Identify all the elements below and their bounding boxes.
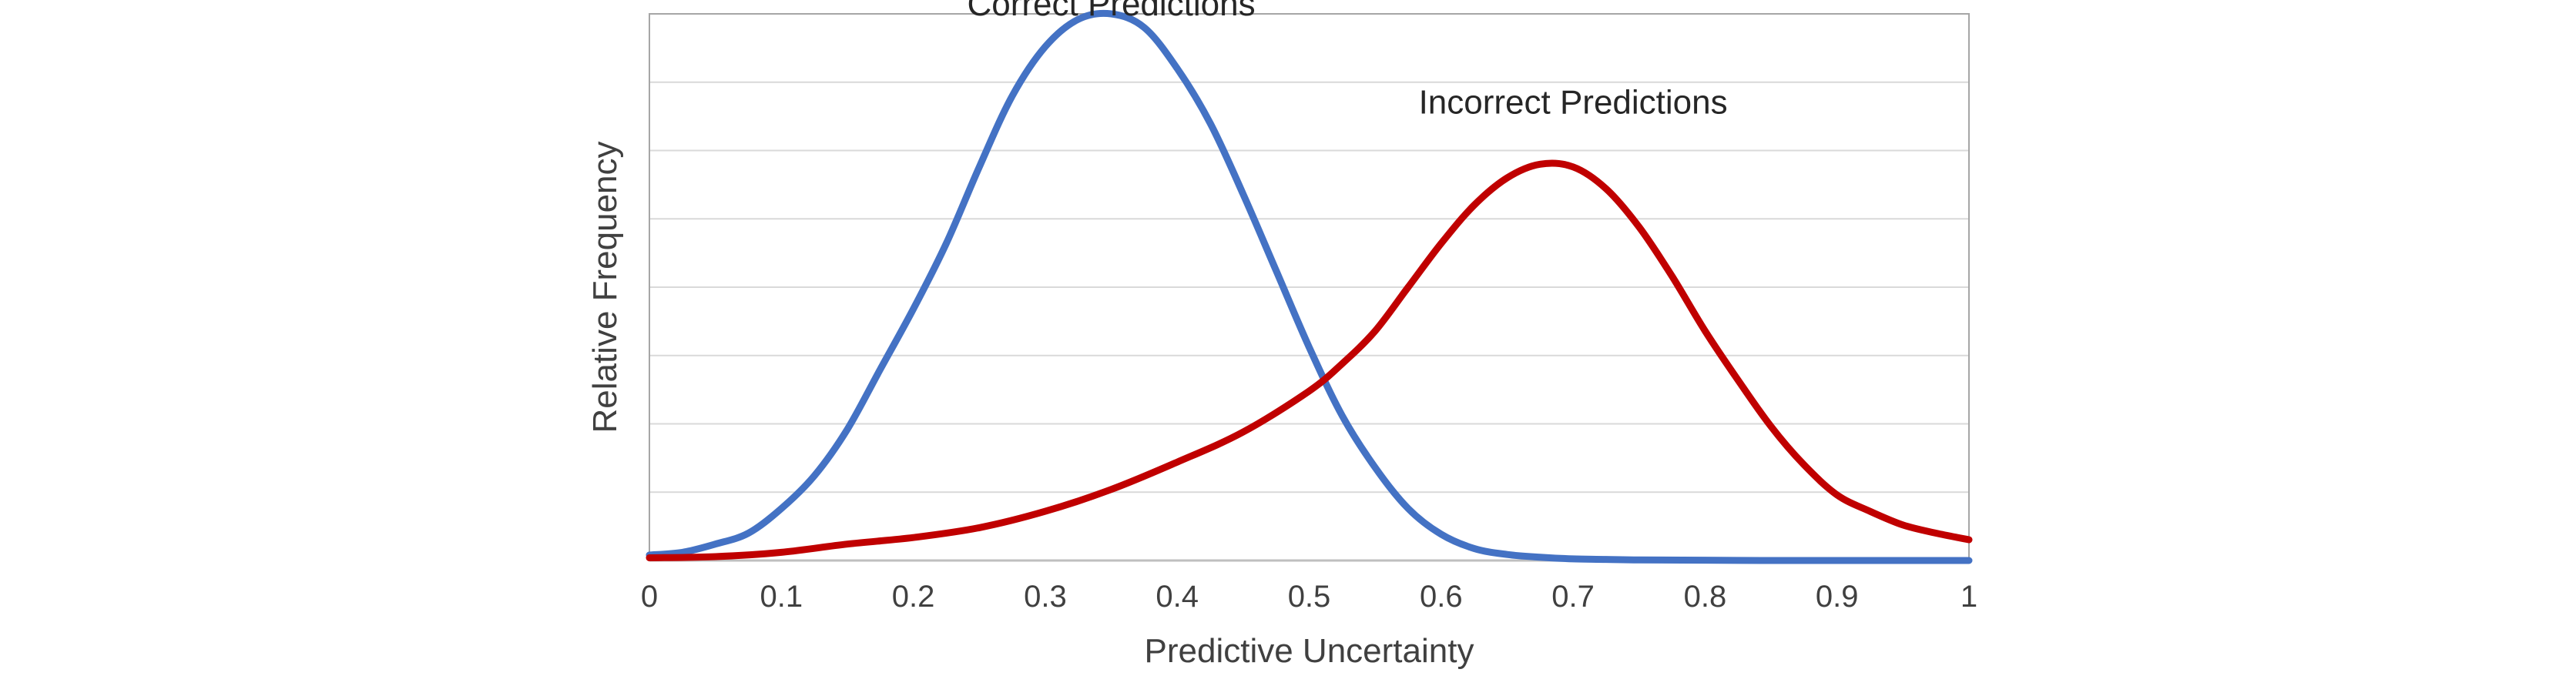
x-tick-label-0-7: 0.7 xyxy=(1551,580,1595,614)
x-tick-label-0-1: 0.1 xyxy=(760,580,803,614)
series-line-correct-predictions xyxy=(646,9,1973,564)
x-tick-label-0-5: 0.5 xyxy=(1288,580,1331,614)
x-tick-label-0-2: 0.2 xyxy=(892,580,935,614)
x-tick-label-1: 1 xyxy=(1961,580,1977,614)
x-tick-labels: 0 0.1 0.2 0.3 0.4 0.5 0.6 0.7 0.8 0.9 1 xyxy=(641,580,1977,614)
series-layer xyxy=(646,9,1973,564)
annotation-correct-predictions: Correct Predictions xyxy=(967,0,1255,23)
x-tick-label-0-3: 0.3 xyxy=(1024,580,1067,614)
x-tick-label-0-9: 0.9 xyxy=(1816,580,1859,614)
y-axis-title: Relative Frequency xyxy=(586,141,624,433)
x-axis-title: Predictive Uncertainty xyxy=(1145,632,1474,670)
x-tick-label-0-6: 0.6 xyxy=(1420,580,1463,614)
series-line-incorrect-predictions xyxy=(646,159,1973,561)
annotation-layer: Correct Predictions Incorrect Predictions xyxy=(967,0,1727,122)
x-tick-label-0-8: 0.8 xyxy=(1684,580,1727,614)
x-tick-label-0: 0 xyxy=(641,580,658,614)
x-tick-label-0-4: 0.4 xyxy=(1156,580,1199,614)
annotation-incorrect-predictions: Incorrect Predictions xyxy=(1419,84,1728,122)
